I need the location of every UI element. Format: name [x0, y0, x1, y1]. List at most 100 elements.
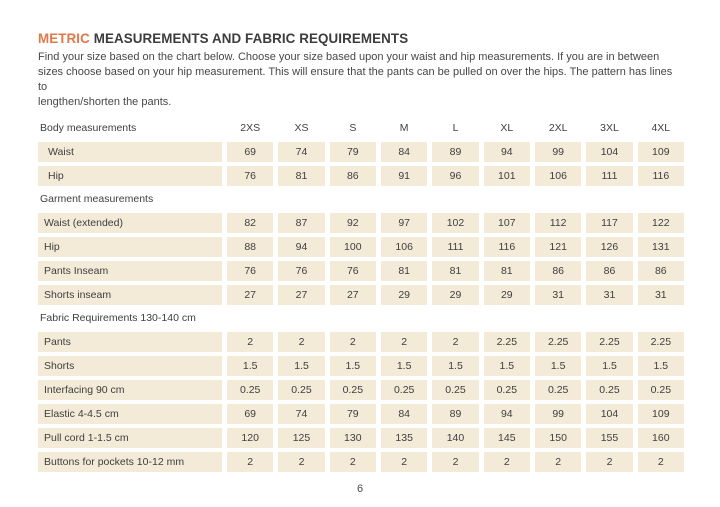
page-title: METRIC MEASUREMENTS AND FABRIC REQUIREME… [38, 31, 665, 46]
value-cell: 27 [227, 285, 274, 305]
value-cell: 0.25 [380, 380, 428, 400]
size-column-header: XS [294, 122, 309, 134]
value-cell: 99 [534, 404, 582, 424]
value-cell: 2 [227, 332, 274, 352]
value-cell: 1.5 [534, 356, 582, 376]
size-column-header: S [349, 122, 357, 134]
value-cell: 88 [227, 237, 274, 257]
value-cell: 0.25 [227, 380, 274, 400]
size-column-header: L [452, 122, 459, 134]
table-row: Waist 69 74 79 84 89 94 99 104 109 [38, 142, 684, 162]
value-cell: 86 [329, 166, 376, 186]
value-cell: 97 [380, 213, 428, 233]
value-cell: 122 [637, 213, 684, 233]
value-cell: 104 [586, 142, 633, 162]
value-cell: 1.5 [227, 356, 274, 376]
table-row: Pull cord 1-1.5 cm 120 125 130 135 140 145 150 1… [38, 428, 684, 448]
row-label: Hip [38, 237, 222, 257]
value-cell: 27 [278, 285, 325, 305]
section-header-label: Garment measurements [40, 193, 154, 205]
value-cell: 126 [586, 237, 633, 257]
value-cell: 2 [637, 452, 684, 472]
row-label: Shorts [38, 356, 222, 376]
value-cell: 2 [278, 452, 325, 472]
value-cell: 111 [432, 237, 479, 257]
row-label: Hip [38, 166, 222, 186]
row-label: Buttons for pockets 10-12 mm [38, 452, 222, 472]
value-cell: 91 [380, 166, 428, 186]
value-cell: 94 [483, 404, 530, 424]
section-header-row: Body measurements 2XS XS S M L XL 2XL 3XL 4XL [38, 119, 684, 137]
value-cell: 1.5 [586, 356, 633, 376]
value-cell: 155 [586, 428, 633, 448]
value-cell: 116 [483, 237, 530, 257]
row-label: Interfacing 90 cm [38, 380, 222, 400]
value-cell: 31 [586, 285, 633, 305]
value-cell: 86 [586, 261, 633, 281]
row-label: Pull cord 1-1.5 cm [38, 428, 222, 448]
value-cell: 2.25 [586, 332, 633, 352]
value-cell: 76 [227, 261, 274, 281]
page-title-accent: METRIC [38, 31, 90, 46]
value-cell: 2 [432, 452, 479, 472]
value-cell: 2 [432, 332, 479, 352]
value-cell: 2 [329, 452, 376, 472]
value-cell: 101 [483, 166, 530, 186]
row-label: Waist [38, 142, 222, 162]
value-cell: 89 [432, 142, 479, 162]
value-cell: 89 [432, 404, 479, 424]
value-cell: 160 [637, 428, 684, 448]
value-cell: 1.5 [329, 356, 376, 376]
value-cell: 81 [483, 261, 530, 281]
page-title-rest: MEASUREMENTS AND FABRIC REQUIREMENTS [89, 31, 409, 46]
value-cell: 79 [329, 404, 376, 424]
value-cell: 109 [637, 142, 684, 162]
row-label: Shorts inseam [38, 285, 222, 305]
value-cell: 2.25 [534, 332, 582, 352]
size-column-header: 2XS [240, 122, 261, 134]
value-cell: 0.25 [278, 380, 325, 400]
section-header-row: Garment measurements [38, 190, 684, 208]
value-cell: 92 [329, 213, 376, 233]
value-cell: 2 [278, 332, 325, 352]
value-cell: 1.5 [637, 356, 684, 376]
value-cell: 76 [278, 261, 325, 281]
value-cell: 84 [380, 404, 428, 424]
value-cell: 102 [432, 213, 479, 233]
value-cell: 120 [227, 428, 274, 448]
value-cell: 109 [637, 404, 684, 424]
value-cell: 131 [637, 237, 684, 257]
row-label: Pants Inseam [38, 261, 222, 281]
value-cell: 87 [278, 213, 325, 233]
size-column-header: 4XL [651, 122, 671, 134]
value-cell: 81 [278, 166, 325, 186]
value-cell: 74 [278, 404, 325, 424]
value-cell: 150 [534, 428, 582, 448]
size-column-header: 2XL [548, 122, 568, 134]
value-cell: 1.5 [483, 356, 530, 376]
value-cell: 106 [380, 237, 428, 257]
value-cell: 94 [483, 142, 530, 162]
intro-paragraph: Find your size based on the chart below.… [38, 51, 673, 108]
value-cell: 2 [586, 452, 633, 472]
value-cell: 2 [534, 452, 582, 472]
value-cell: 2.25 [483, 332, 530, 352]
value-cell: 112 [534, 213, 582, 233]
value-cell: 81 [432, 261, 479, 281]
value-cell: 86 [534, 261, 582, 281]
row-label: Elastic 4-4.5 cm [38, 404, 222, 424]
table-row: Interfacing 90 cm 0.25 0.25 0.25 0.25 0.25 0.2… [38, 380, 684, 400]
value-cell: 0.25 [483, 380, 530, 400]
value-cell: 27 [329, 285, 376, 305]
value-cell: 111 [586, 166, 633, 186]
section-header-label: Fabric Requirements 130-140 cm [40, 312, 196, 324]
value-cell: 2 [483, 452, 530, 472]
value-cell: 0.25 [329, 380, 376, 400]
value-cell: 99 [534, 142, 582, 162]
table-row: Hip 88 94 100 106 111 116 121 126 131 [38, 237, 684, 257]
value-cell: 69 [227, 142, 274, 162]
value-cell: 2.25 [637, 332, 684, 352]
table-row: Shorts inseam 27 27 27 29 29 29 31 31 31 [38, 285, 684, 305]
value-cell: 81 [380, 261, 428, 281]
value-cell: 0.25 [637, 380, 684, 400]
